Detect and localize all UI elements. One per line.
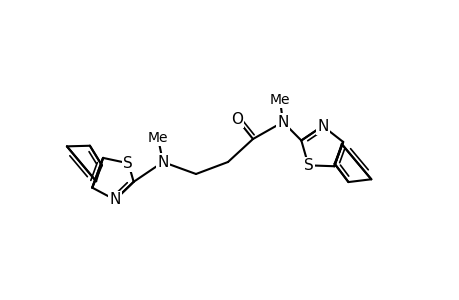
Text: Me: Me [147, 131, 168, 145]
Text: N: N [157, 154, 168, 169]
Text: N: N [277, 115, 288, 130]
Text: N: N [316, 118, 328, 134]
Text: O: O [230, 112, 242, 127]
Text: N: N [109, 192, 120, 207]
Text: S: S [123, 156, 133, 171]
Text: Me: Me [269, 93, 290, 107]
Text: S: S [303, 158, 313, 173]
